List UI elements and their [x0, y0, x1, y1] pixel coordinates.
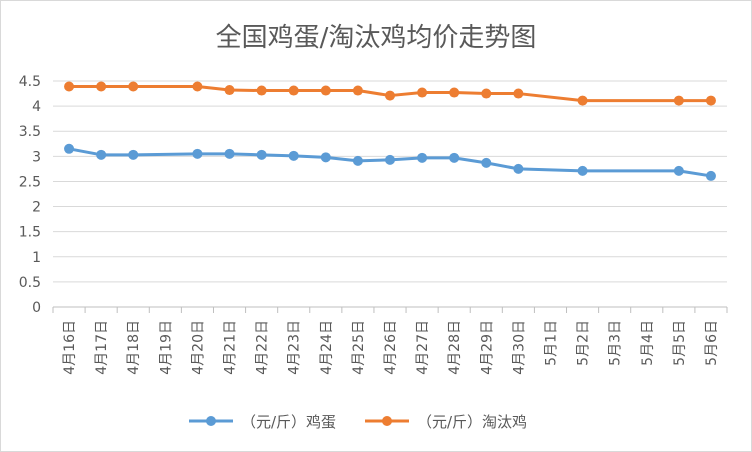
- data-point: [481, 88, 492, 99]
- x-tick-label: 4月23日: [287, 320, 303, 375]
- legend: （元/斤）鸡蛋 （元/斤）淘汰鸡: [189, 413, 527, 431]
- legend-swatch-marker: [206, 416, 216, 426]
- data-point: [192, 148, 203, 159]
- data-point: [449, 152, 460, 163]
- data-point: [673, 165, 684, 176]
- data-point: [513, 163, 524, 174]
- series-layer: [64, 81, 716, 181]
- data-point: [417, 152, 428, 163]
- data-point: [577, 165, 588, 176]
- data-point: [385, 90, 395, 101]
- x-tick-label: 4月18日: [126, 320, 142, 375]
- data-point: [64, 143, 75, 154]
- data-point: [320, 85, 331, 96]
- x-axis: 4月16日 4月17日 4月18日 4月19日 4月20日 4月21日 4月22日 4月23日…: [52, 307, 728, 375]
- x-tick-label: 4月22日: [255, 320, 271, 375]
- x-tick-label: 4月26日: [383, 320, 399, 375]
- y-tick-label: 1: [32, 250, 41, 266]
- data-point: [352, 85, 363, 96]
- x-tick-label: 4月19日: [158, 320, 174, 375]
- data-point: [96, 81, 107, 92]
- y-tick-label: 0.5: [19, 275, 41, 291]
- data-point: [224, 148, 235, 159]
- x-tick-label: 4月30日: [511, 320, 527, 375]
- data-point: [192, 81, 203, 92]
- y-tick-label: 4.5: [19, 74, 41, 90]
- data-point: [417, 87, 428, 98]
- y-tick-label: 3.5: [19, 124, 41, 140]
- x-tick-label: 4月25日: [351, 320, 367, 375]
- x-tick-label: 4月20日: [190, 320, 206, 375]
- y-tick-label: 3: [32, 149, 41, 165]
- x-tick-label: 5月3日: [608, 320, 624, 366]
- legend-swatch-marker: [382, 416, 392, 426]
- data-point: [288, 150, 299, 161]
- x-tick-label: 4月27日: [415, 320, 431, 375]
- grid-lines: [53, 80, 727, 308]
- x-tick-label: 4月21日: [223, 320, 239, 375]
- x-tick-label: 5月5日: [672, 320, 688, 366]
- data-point: [288, 85, 299, 96]
- data-point: [673, 95, 684, 106]
- x-tick-label: 4月24日: [319, 320, 335, 375]
- y-tick-label: 2.5: [19, 174, 41, 190]
- data-point: [705, 170, 716, 181]
- x-tick-label: 5月1日: [543, 320, 559, 366]
- x-tick-label: 5月6日: [704, 320, 720, 366]
- data-point: [64, 81, 75, 92]
- data-point: [128, 149, 139, 160]
- data-point: [513, 88, 524, 99]
- data-point: [96, 149, 107, 160]
- chart-title: 全国鸡蛋/淘汰鸡均价走势图: [216, 23, 537, 53]
- x-tick-label: 5月2日: [576, 320, 592, 366]
- data-point: [352, 155, 363, 166]
- data-point: [256, 149, 267, 160]
- y-tick-label: 0: [32, 300, 41, 316]
- data-point: [577, 95, 588, 106]
- legend-label: （元/斤）淘汰鸡: [417, 413, 527, 431]
- x-tick-label: 4月28日: [447, 320, 463, 375]
- x-tick-label: 5月4日: [640, 320, 656, 366]
- data-point: [128, 81, 139, 92]
- data-point: [385, 154, 395, 165]
- x-tick-label: 4月16日: [62, 320, 78, 375]
- y-tick-label: 4: [32, 99, 41, 115]
- y-tick-label: 2: [32, 200, 41, 216]
- y-axis: 0 0.5 1 1.5 2 2.5 3 3.5 4 4.5: [19, 74, 41, 316]
- data-point: [256, 85, 267, 96]
- data-point: [320, 152, 331, 163]
- data-point: [705, 95, 716, 106]
- x-tick-label: 4月29日: [479, 320, 495, 375]
- legend-label: （元/斤）鸡蛋: [241, 413, 336, 431]
- data-point: [449, 87, 460, 98]
- data-point: [224, 85, 235, 96]
- data-point: [481, 157, 492, 168]
- y-tick-label: 1.5: [19, 225, 41, 241]
- x-tick-label: 4月17日: [94, 320, 110, 375]
